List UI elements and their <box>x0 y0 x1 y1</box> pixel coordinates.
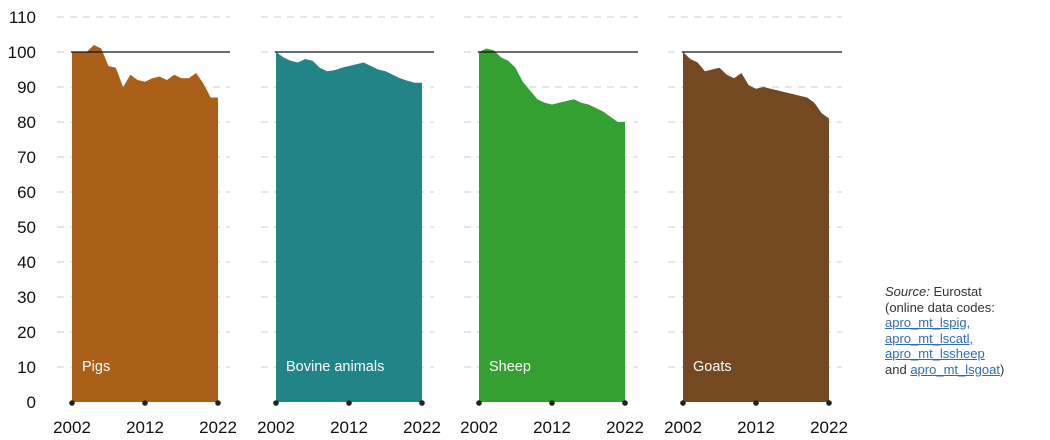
data-code-link-pigs[interactable]: apro_mt_lspig, <box>885 315 971 330</box>
y-tick-label: 60 <box>17 183 36 202</box>
area-series <box>72 45 218 402</box>
y-tick-label: 0 <box>27 393 36 412</box>
y-tick-label: 80 <box>17 113 36 132</box>
x-tick-dot <box>419 400 425 406</box>
data-code-link-sheep[interactable]: apro_mt_lssheep <box>885 346 985 361</box>
area-series <box>276 52 422 402</box>
source-note: Source: Eurostat (online data codes: apr… <box>885 284 1050 377</box>
livestock-index-chart: 0 10 20 30 40 50 60 70 80 90 100 110 Pigs Bovine ani… <box>8 8 848 437</box>
y-tick-label: 20 <box>17 323 36 342</box>
x-tick-label: 2022 <box>606 418 644 437</box>
source-label: Source: <box>885 284 930 299</box>
panel-label: Pigs <box>82 359 110 375</box>
x-tick-dot <box>69 400 75 406</box>
x-tick-label: 2012 <box>533 418 571 437</box>
y-tick-label: 30 <box>17 288 36 307</box>
panel-label: Bovine animals <box>286 359 384 375</box>
area-series <box>479 48 625 402</box>
x-tick-dot <box>753 400 759 406</box>
x-tick-label: 2012 <box>330 418 368 437</box>
y-axis: 0 10 20 30 40 50 60 70 80 90 100 110 <box>8 8 36 412</box>
y-tick-label: 50 <box>17 218 36 237</box>
area-series <box>683 52 829 402</box>
x-tick-label: 2022 <box>199 418 237 437</box>
and-text: and <box>885 361 907 377</box>
x-tick-label: 2012 <box>126 418 164 437</box>
x-tick-label: 2002 <box>664 418 702 437</box>
source-line: Source: Eurostat <box>885 284 1050 300</box>
panel-bovine-animals: Bovine animals <box>275 51 434 402</box>
x-tick-dot <box>622 400 628 406</box>
x-tick-dot <box>826 400 832 406</box>
close-paren: ) <box>999 361 1005 377</box>
y-tick-label: 100 <box>8 43 36 62</box>
x-tick-label: 2002 <box>53 418 91 437</box>
y-tick-label: 40 <box>17 253 36 272</box>
x-tick-dot <box>680 400 686 406</box>
y-tick-label: 70 <box>17 148 36 167</box>
x-tick-dot <box>346 400 352 406</box>
x-tick-label: 2022 <box>403 418 441 437</box>
y-tick-label: 110 <box>9 8 36 27</box>
x-tick-dot <box>476 400 482 406</box>
y-tick-label: 90 <box>17 78 36 97</box>
panel-sheep: Sheep <box>478 48 638 402</box>
y-tick-label: 10 <box>17 358 36 377</box>
x-tick-dot <box>549 400 555 406</box>
source-text: Eurostat <box>933 284 982 299</box>
x-tick-label: 2012 <box>737 418 775 437</box>
panel-goats: Goats <box>682 51 842 402</box>
data-codes-intro: (online data codes: <box>885 299 995 315</box>
data-code-link-goats[interactable]: apro_mt_lsgoat <box>910 361 1000 377</box>
data-code-link-cattle[interactable]: apro_mt_lscatl, <box>885 330 974 346</box>
data-codes-last-line: and apro_mt_lsgoat) <box>885 362 1050 378</box>
panel-label: Goats <box>693 359 732 375</box>
panel-pigs: Pigs <box>71 45 230 402</box>
x-axis: 2002 2012 2022 2002 2012 2022 2002 2012 2022 2002… <box>53 400 848 437</box>
x-tick-dot <box>142 400 148 406</box>
x-tick-label: 2002 <box>460 418 498 437</box>
panels-layer: Pigs Bovine animals Sheep Goats <box>71 45 842 402</box>
x-tick-label: 2002 <box>257 418 295 437</box>
panel-label: Sheep <box>489 359 531 375</box>
x-tick-dot <box>273 400 279 406</box>
x-tick-label: 2022 <box>810 418 848 437</box>
x-tick-dot <box>215 400 221 406</box>
